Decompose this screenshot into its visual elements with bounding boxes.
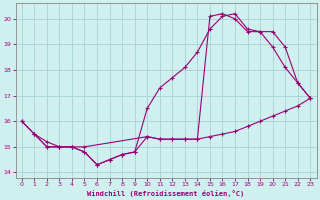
- X-axis label: Windchill (Refroidissement éolien,°C): Windchill (Refroidissement éolien,°C): [87, 190, 245, 197]
